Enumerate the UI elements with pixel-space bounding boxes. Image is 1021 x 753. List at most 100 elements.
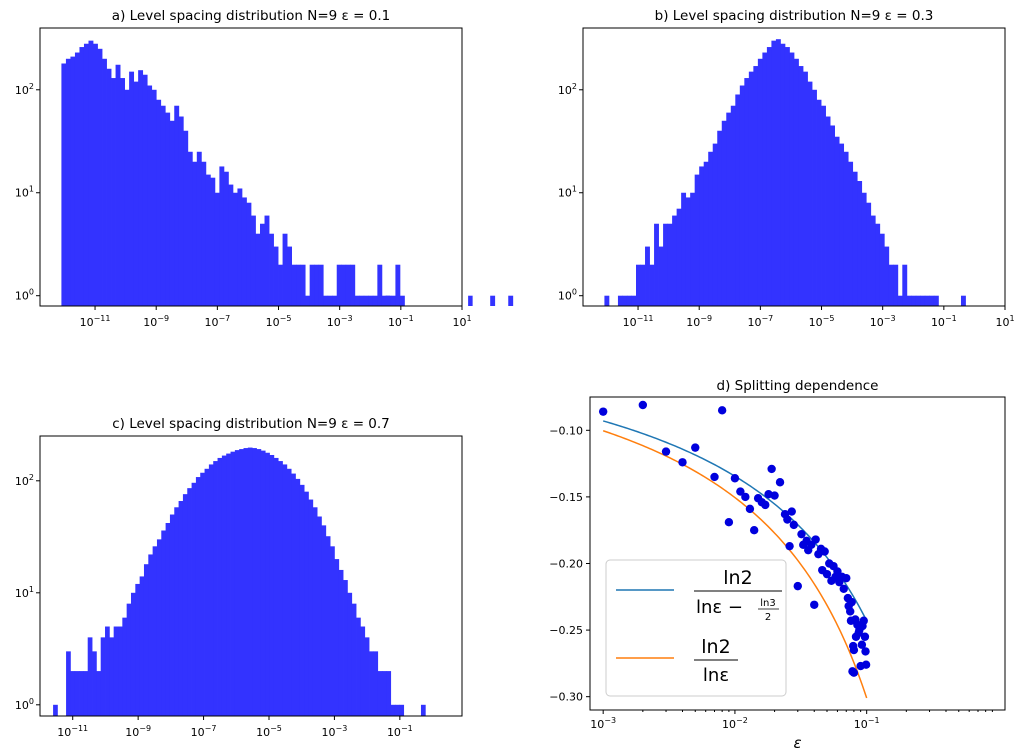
- histogram-bar: [187, 488, 192, 716]
- x-tick-label: 10−9: [143, 314, 169, 329]
- histogram-bar: [490, 295, 496, 306]
- x-tick-label: 10−2: [722, 716, 748, 731]
- histogram-bar: [753, 66, 759, 306]
- scatter-point: [847, 597, 856, 607]
- histogram-bar: [183, 130, 189, 306]
- histogram-bar: [65, 58, 71, 306]
- histogram-bar: [721, 120, 727, 306]
- histogram-bar: [109, 637, 115, 716]
- y-tick-label: 102: [15, 473, 34, 488]
- histogram-bar: [243, 448, 249, 716]
- histogram-bar: [875, 223, 881, 306]
- histogram-bar: [336, 264, 342, 306]
- histogram-bar: [83, 43, 89, 306]
- histogram-bar: [126, 603, 132, 716]
- histogram-bar: [130, 592, 136, 716]
- histogram-bar: [204, 468, 210, 716]
- scatter-point: [761, 500, 770, 510]
- histogram-panel-a: a) Level spacing distribution N=9 ε = 0.…: [15, 8, 514, 329]
- histogram-bar: [305, 295, 311, 306]
- histogram-bar: [70, 671, 76, 716]
- histogram-bar: [334, 559, 340, 716]
- histogram-bar: [929, 295, 935, 306]
- histogram-bar: [205, 174, 211, 306]
- scatter-point: [745, 504, 755, 514]
- histogram-bar: [789, 52, 795, 307]
- histogram-bar: [663, 223, 668, 306]
- histogram-bar: [395, 264, 401, 306]
- histogram-bar: [192, 161, 198, 306]
- histogram-bar: [66, 651, 71, 716]
- histogram-bar: [309, 264, 315, 306]
- chart-title: b) Level spacing distribution N=9 ε = 0.…: [655, 8, 934, 24]
- histogram-bar: [906, 295, 912, 306]
- histogram-bar: [645, 246, 650, 306]
- histogram-bar: [893, 264, 899, 306]
- scatter-point: [822, 569, 832, 579]
- histogram-bar: [147, 85, 153, 306]
- scatter-point: [846, 607, 855, 616]
- histogram-bar: [897, 295, 903, 306]
- histogram-bar: [120, 78, 125, 306]
- x-tick-label: 10−5: [809, 314, 835, 329]
- histogram-bar: [278, 264, 283, 306]
- histogram-bar: [390, 704, 396, 716]
- histogram-bar: [87, 637, 93, 716]
- histogram-bar: [139, 576, 145, 716]
- legend-label-numerator: ln2: [701, 636, 730, 658]
- histogram-bar: [807, 81, 813, 306]
- histogram-bar: [617, 295, 623, 306]
- histogram-bar: [79, 671, 84, 716]
- x-tick-label: 10−5: [266, 314, 292, 329]
- histogram-bar: [468, 295, 473, 306]
- x-tick-label: 101: [452, 314, 471, 329]
- scatter-point: [717, 406, 727, 415]
- scatter-point: [710, 472, 719, 482]
- histogram-bar: [399, 704, 405, 716]
- scatter-point: [749, 525, 759, 535]
- histogram-bar: [247, 447, 253, 716]
- histogram-bar: [793, 58, 799, 306]
- histogram-bar: [356, 617, 361, 716]
- histogram-bar: [226, 453, 231, 716]
- histogram-bar: [273, 457, 279, 716]
- histogram-bar: [165, 522, 171, 716]
- histogram-bar: [354, 295, 360, 306]
- histogram-bar: [762, 52, 768, 307]
- scatter-point: [857, 640, 867, 649]
- histogram-bar: [160, 105, 166, 306]
- histogram-bar: [902, 264, 908, 306]
- scatter-point: [793, 581, 802, 591]
- histogram-bar: [816, 99, 822, 306]
- scatter-point: [767, 464, 776, 474]
- histogram-bar: [325, 536, 331, 716]
- histogram-bar: [649, 264, 655, 306]
- histogram-bar: [812, 89, 817, 307]
- histogram-bar: [703, 161, 709, 306]
- histogram-bar: [282, 233, 288, 306]
- legend-small-numerator: ln3: [760, 598, 775, 609]
- histogram-bar: [915, 295, 921, 306]
- histogram-bar: [314, 264, 320, 306]
- histogram-bar: [122, 617, 128, 716]
- histogram-bar: [304, 491, 309, 716]
- plot-frame: [39, 27, 463, 307]
- histogram-bar: [165, 112, 171, 306]
- histogram-bar: [508, 295, 514, 306]
- scatter-point: [861, 660, 871, 669]
- histogram-bar: [113, 626, 119, 716]
- scatter-point: [858, 621, 867, 631]
- histogram-bar: [200, 472, 205, 716]
- histogram-bar: [53, 704, 58, 716]
- histogram-bar: [626, 295, 632, 306]
- scatter-point: [598, 407, 608, 416]
- histogram-bar: [332, 295, 338, 306]
- histogram-bar: [196, 151, 202, 306]
- histogram-bar: [775, 39, 781, 306]
- x-tick-label: 10−1: [854, 716, 880, 731]
- histogram-bar: [338, 569, 344, 716]
- histogram-bar: [323, 295, 329, 306]
- histogram-bar: [291, 473, 296, 716]
- histogram-bar: [269, 233, 274, 306]
- histogram-bar: [291, 264, 297, 306]
